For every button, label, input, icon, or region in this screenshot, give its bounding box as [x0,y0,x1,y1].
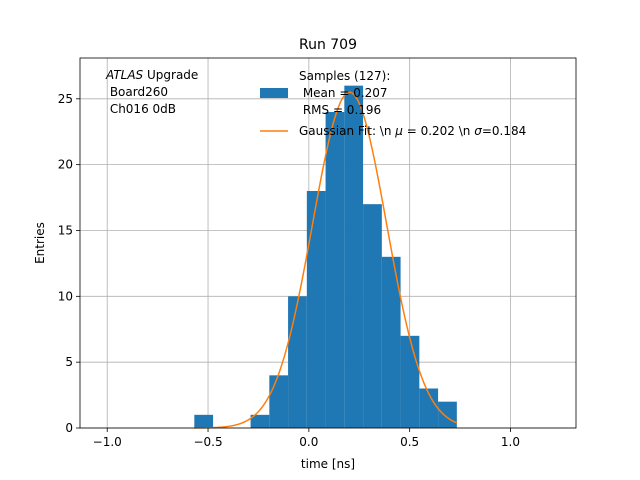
annotation-upgrade: Upgrade [143,68,198,82]
legend-fit-prefix: Gaussian Fit: \n [299,124,395,138]
x-axis-ticks: −1.0 −0.5 0.0 0.5 1.0 [93,428,520,449]
y-tick-label-1: 5 [65,355,73,369]
legend-hist-swatch [260,88,288,98]
atlas-annotation: ATLAS Upgrade Board260 Ch016 0dB [105,68,198,116]
x-axis-label: time [ns] [301,457,355,471]
x-tick-label-3: 0.5 [400,435,419,449]
legend-fit-suffix: =0.184 [482,124,526,138]
histogram-bar-4 [269,375,289,428]
histogram-bar-3 [250,414,270,428]
histogram-bars [194,85,457,428]
x-tick-label-2: 0.0 [299,435,318,449]
legend-fit-mid: = 0.202 \n [403,124,474,138]
histogram-bar-9 [363,204,382,428]
gaussian-fit-curve [194,91,458,429]
x-tick-label-1: −0.5 [193,435,222,449]
y-tick-label-2: 10 [58,289,73,303]
annotation-line-1: ATLAS Upgrade [105,68,198,82]
legend-hist-line-2: Mean = 0.207 [299,86,388,100]
histogram-bar-10 [381,256,401,428]
y-tick-label-3: 15 [58,223,73,237]
legend: Samples (127): Mean = 0.207 RMS = 0.196 … [260,69,526,138]
histogram-bar-5 [288,296,307,428]
legend-fit-label: Gaussian Fit: \n μ = 0.202 \n σ=0.184 [299,124,526,138]
legend-hist-line-1: Samples (127): [299,69,390,83]
histogram-bar-7 [325,111,345,428]
histogram-bar-6 [306,190,326,428]
x-tick-label-0: −1.0 [93,435,122,449]
annotation-line-2: Board260 [106,85,168,99]
histogram-bar-12 [419,388,439,428]
chart-title: Run 709 [299,37,357,53]
legend-hist-line-3: RMS = 0.196 [299,103,381,117]
y-tick-label-4: 20 [58,158,73,172]
annotation-atlas-italic: ATLAS [105,68,144,82]
annotation-line-3: Ch016 0dB [106,102,176,116]
legend-fit-sigma: σ [474,124,482,138]
y-tick-label-0: 0 [65,421,73,435]
y-axis-label: Entries [33,222,47,264]
histogram-bar-13 [438,401,457,428]
y-axis-ticks: 0 5 10 15 20 25 [58,92,80,435]
axes-frame [79,57,577,429]
histogram-bar-8 [344,85,364,428]
legend-fit-mu: μ [394,124,403,138]
x-tick-label-4: 1.0 [501,435,520,449]
histogram-bar-0 [194,414,214,428]
histogram-bar-11 [400,335,420,428]
y-tick-label-5: 25 [58,92,73,106]
